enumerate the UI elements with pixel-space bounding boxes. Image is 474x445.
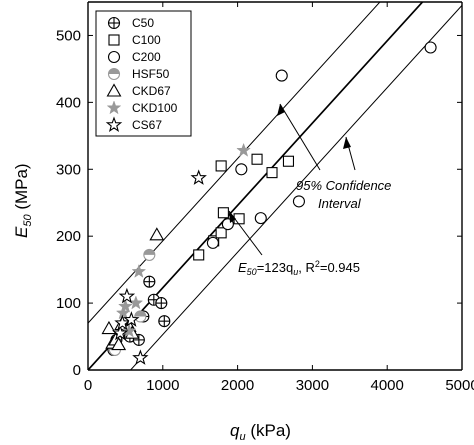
point-c200 [275, 69, 288, 82]
point-c100 [266, 167, 278, 179]
x-tick-label: 1000 [146, 377, 179, 394]
point-ckd67 [149, 227, 165, 241]
legend-label-c200: C200 [132, 50, 161, 64]
legend-marker-c50 [107, 16, 121, 30]
point-c200 [235, 163, 248, 176]
y-tick-label: 100 [56, 295, 81, 312]
point-c100 [282, 155, 295, 167]
equation-arrowhead [229, 211, 236, 223]
point-ckd100 [118, 298, 133, 313]
confidence-arrowhead-upper [277, 104, 285, 116]
y-tick-label: 0 [73, 362, 81, 379]
confidence-arrowhead-lower [343, 137, 351, 149]
legend-label-c100: C100 [132, 33, 161, 47]
confidence-label-line2: Interval [318, 196, 362, 211]
confidence-label-line1: 95% Confidence [296, 178, 391, 193]
data-points [101, 41, 437, 365]
x-tick-label: 2000 [221, 377, 254, 394]
point-cs67 [123, 311, 140, 327]
point-c50 [143, 275, 156, 288]
point-ckd100 [131, 263, 147, 278]
x-tick-label: 4000 [371, 377, 404, 394]
legend-marker-c100 [108, 34, 120, 46]
y-tick-label: 200 [56, 228, 81, 245]
point-c200 [254, 212, 267, 225]
y-tick-label: 500 [56, 27, 81, 44]
legend-marker-hsf50 [107, 67, 121, 81]
point-c50 [158, 315, 171, 328]
y-tick-label: 300 [56, 161, 81, 178]
point-c100 [193, 249, 205, 261]
point-ckd100 [236, 142, 251, 157]
point-ckd67 [101, 320, 117, 335]
legend-label-hsf50: HSF50 [132, 67, 170, 81]
legend-label-ckd67: CKD67 [132, 84, 171, 98]
point-cs67 [118, 287, 136, 304]
point-hsf50 [134, 310, 147, 323]
legend-label-cs67: CS67 [132, 118, 162, 132]
point-cs67 [132, 349, 149, 365]
point-c200 [424, 41, 437, 54]
legend-marker-cs67 [105, 116, 123, 132]
point-c100 [217, 207, 229, 219]
point-hsf50 [143, 248, 156, 261]
point-c200 [206, 236, 219, 249]
point-ckd67 [111, 336, 127, 351]
legend: C50 C100 C200 HSF50 CKD67 CKD100 CS67 [95, 10, 192, 137]
point-c100 [215, 227, 227, 239]
point-cs67 [190, 169, 207, 185]
legend-marker-c200 [107, 50, 121, 64]
confidence-lower-line [129, 5, 462, 370]
point-c100 [251, 153, 263, 165]
point-ckd100 [121, 323, 137, 338]
equation-label: E50=123qu, R2=0.945 [238, 259, 360, 277]
y-axis-title: E50 (MPa) [12, 163, 34, 238]
confidence-arrow-upper [279, 103, 321, 171]
x-axis-title: qu (kPa) [230, 421, 291, 443]
point-cs67 [111, 324, 129, 341]
legend-marker-ckd100 [106, 100, 122, 115]
point-c100 [215, 160, 227, 172]
legend-label-c50: C50 [132, 16, 154, 30]
point-cs67 [114, 314, 131, 331]
legend-label-ckd100: CKD100 [132, 101, 178, 115]
x-tick-label: 0 [84, 377, 92, 394]
annotations: 95% Confidence Interval E50=123qu, R2=0.… [228, 103, 391, 277]
x-tick-label: 3000 [296, 377, 329, 394]
y-tick-label: 400 [56, 94, 81, 111]
point-c200 [292, 195, 305, 208]
point-c50 [155, 297, 168, 310]
legend-marker-ckd67 [106, 83, 122, 97]
